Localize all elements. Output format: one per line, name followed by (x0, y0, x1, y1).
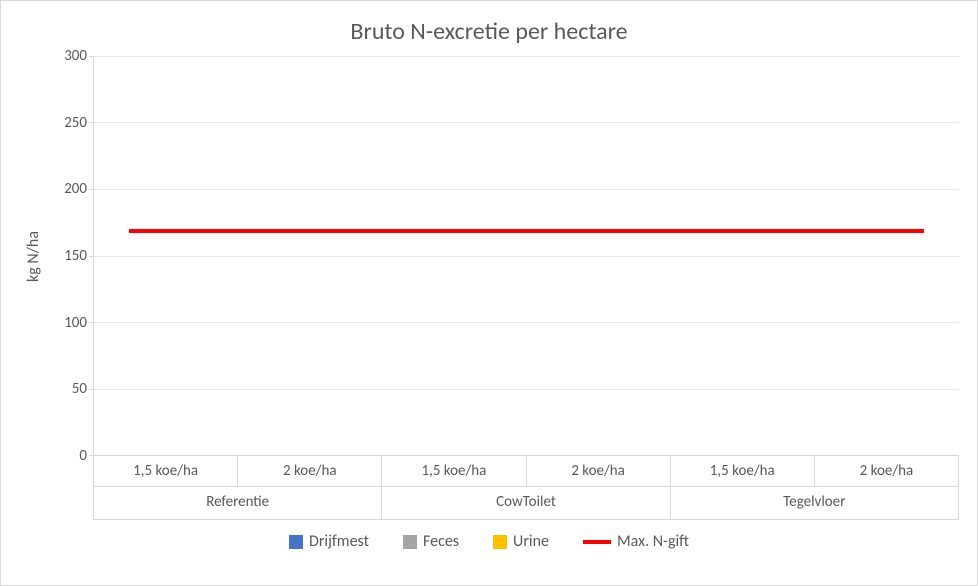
y-tick-mark (89, 322, 94, 323)
legend-item: Max. N-gift (583, 532, 689, 551)
x-tick-label: 1,5 koe/ha (94, 456, 237, 486)
legend-swatch-icon (493, 535, 507, 549)
x-tick-label: 2 koe/ha (814, 456, 958, 486)
y-tick-label: 0 (79, 447, 87, 465)
plot-area (93, 56, 959, 456)
legend-item: Drijfmest (289, 532, 369, 551)
x-tick-label: 2 koe/ha (237, 456, 381, 486)
legend-label: Urine (513, 532, 549, 551)
y-tick-label: 50 (72, 380, 87, 398)
y-axis-label: kg N/ha (24, 231, 43, 282)
y-tick-label: 150 (64, 247, 87, 265)
legend-item: Urine (493, 532, 549, 551)
y-axis-label-container: kg N/ha (19, 56, 47, 456)
legend-label: Drijfmest (309, 532, 369, 551)
y-tick-label: 100 (64, 314, 87, 332)
y-tick-label: 200 (64, 180, 87, 198)
y-tick-mark (89, 189, 94, 190)
gridline (94, 122, 959, 123)
legend-item: Feces (403, 532, 459, 551)
y-tick-label: 250 (64, 114, 87, 132)
gridline (94, 389, 959, 390)
x-axis: 1,5 koe/ha2 koe/haReferentie1,5 koe/ha2 … (93, 456, 959, 520)
y-tick-mark (89, 389, 94, 390)
legend-swatch-icon (403, 535, 417, 549)
y-axis-ticks: 050100150200250300 (47, 56, 93, 456)
reference-line-max-n-gift (129, 229, 925, 233)
legend: Drijfmest Feces Urine Max. N-gift (19, 532, 959, 551)
gridline (94, 56, 959, 57)
x-tick-label: 2 koe/ha (526, 456, 670, 486)
plot-row: kg N/ha 050100150200250300 (19, 56, 959, 456)
y-tick-mark (89, 455, 94, 456)
x-group-label: Referentie (94, 486, 381, 519)
y-tick-label: 300 (64, 47, 87, 65)
gridline (94, 256, 959, 257)
chart-title: Bruto N-excretie per hectare (19, 17, 959, 46)
legend-swatch-icon (289, 535, 303, 549)
x-group-label: Tegelvloer (671, 486, 958, 519)
x-tick-label: 1,5 koe/ha (382, 456, 525, 486)
y-tick-mark (89, 56, 94, 57)
x-group: 1,5 koe/ha2 koe/haReferentie (93, 456, 381, 520)
legend-label: Feces (423, 532, 459, 551)
y-tick-mark (89, 256, 94, 257)
x-group: 1,5 koe/ha2 koe/haCowToilet (381, 456, 669, 520)
gridline (94, 322, 959, 323)
y-tick-mark (89, 122, 94, 123)
x-group-label: CowToilet (382, 486, 669, 519)
legend-line-icon (583, 540, 611, 544)
x-tick-label: 1,5 koe/ha (671, 456, 814, 486)
legend-label: Max. N-gift (617, 532, 689, 551)
x-group: 1,5 koe/ha2 koe/haTegelvloer (670, 456, 959, 520)
gridline (94, 189, 959, 190)
chart-container: Bruto N-excretie per hectare kg N/ha 0 50… (0, 0, 978, 586)
